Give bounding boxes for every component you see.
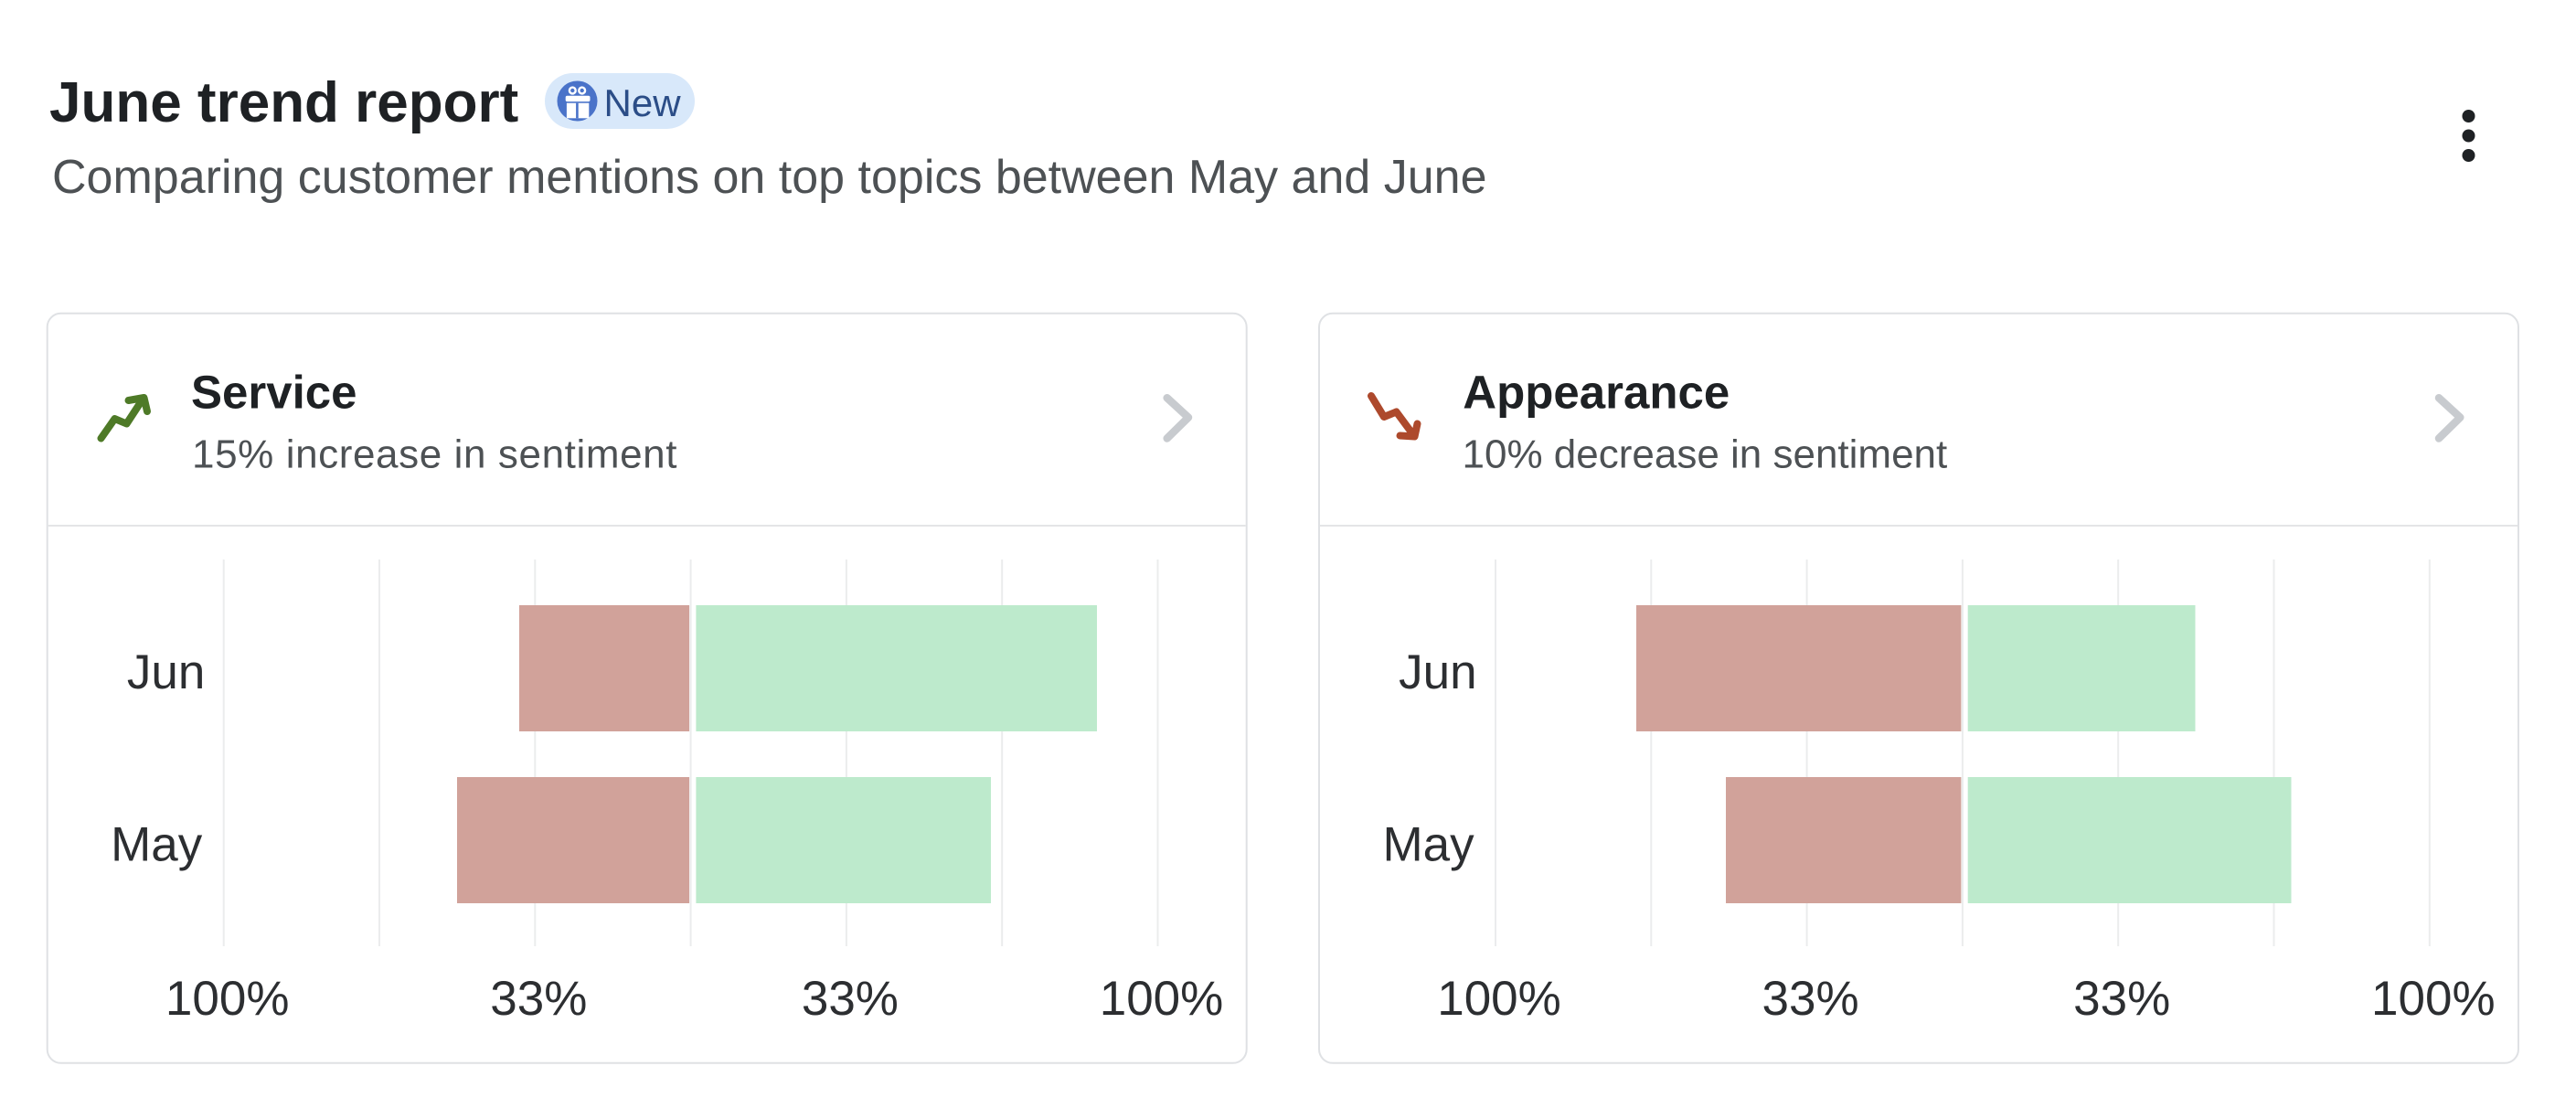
svg-text:10% decrease in sentiment: 10% decrease in sentiment [1463,432,1948,477]
svg-text:100%: 100% [1437,972,1561,1026]
svg-text:Service: Service [191,367,357,419]
svg-text:33%: 33% [1762,972,1859,1026]
svg-text:New: New [604,81,682,124]
svg-text:15% increase in sentiment: 15% increase in sentiment [192,432,677,477]
svg-text:Appearance: Appearance [1463,367,1730,419]
svg-text:33%: 33% [490,972,587,1026]
svg-text:Jun: Jun [1399,645,1476,699]
svg-text:100%: 100% [1100,972,1224,1026]
svg-text:May: May [1382,818,1474,872]
svg-text:33%: 33% [802,972,899,1026]
svg-text:Jun: Jun [127,645,205,699]
svg-text:33%: 33% [2073,972,2170,1026]
svg-text:Comparing customer mentions on: Comparing customer mentions on top topic… [52,151,1487,204]
svg-text:June trend report: June trend report [49,71,518,134]
svg-text:100%: 100% [165,972,290,1026]
svg-text:May: May [111,818,203,872]
svg-text:100%: 100% [2371,972,2496,1026]
